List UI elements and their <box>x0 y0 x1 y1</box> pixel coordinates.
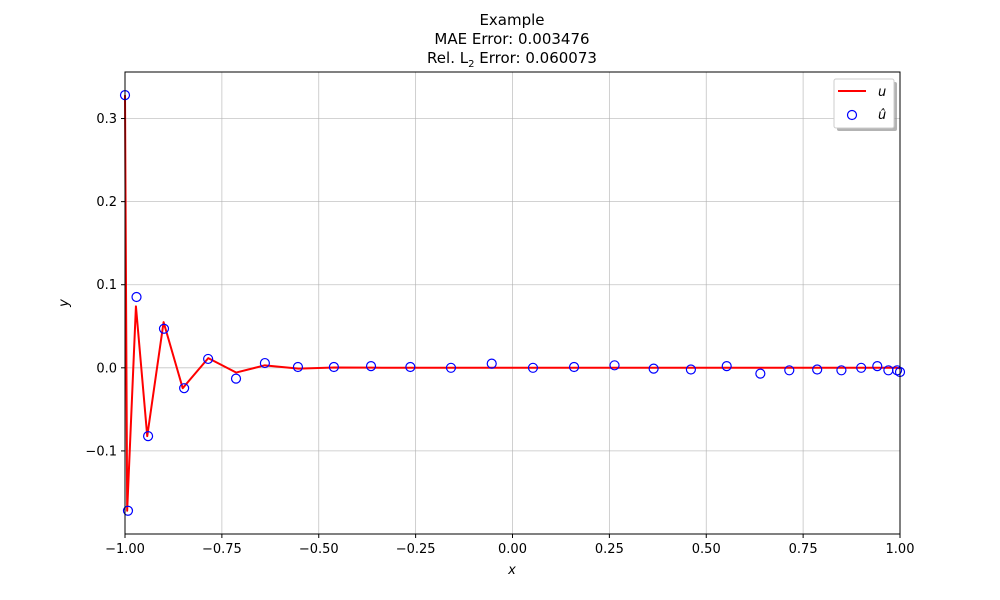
series-u-hat-point <box>142 431 154 442</box>
legend: u û <box>833 78 897 131</box>
series-u-hat-point <box>721 361 732 372</box>
chart-subtitle-rel-l2: Rel. L2 Error: 0.060073 <box>427 49 597 70</box>
y-tick-label: 0.2 <box>96 195 117 210</box>
series-u-hat-point <box>685 364 697 375</box>
series-u-hat-point <box>131 291 142 303</box>
series-u-hat-point <box>812 364 823 375</box>
y-tick-label: 0.1 <box>96 278 117 293</box>
series-u-hat-point <box>259 357 270 369</box>
series-u-hat-point <box>784 365 795 376</box>
rel-l2-prefix: Rel. L <box>427 49 469 67</box>
series-u-hat-point <box>609 360 620 371</box>
x-tick-label: 0.00 <box>498 542 527 557</box>
series-u-hat-point <box>836 365 847 376</box>
x-tick-label: −0.50 <box>299 542 339 557</box>
x-tick-label: 0.50 <box>692 542 721 557</box>
legend-label-u-hat: û <box>878 108 886 123</box>
chart-title: Example <box>479 11 544 29</box>
series-u-hat-point <box>872 361 883 372</box>
series-u-hat-point <box>328 361 339 373</box>
rel-l2-subscript: 2 <box>468 59 474 70</box>
series-u-hat-point <box>203 353 214 365</box>
series-u-hat-point <box>445 362 457 373</box>
series-u-hat-point <box>405 361 416 373</box>
x-tick-label: −0.75 <box>202 542 242 557</box>
y-tick-label: −0.1 <box>85 444 117 459</box>
series-u-hat-point <box>648 363 659 374</box>
plot-data <box>119 89 906 516</box>
series-u-hat-point <box>179 383 190 394</box>
series-u-hat-point <box>891 365 903 376</box>
legend-label-u: u <box>878 85 886 100</box>
rel-l2-value: Error: 0.060073 <box>474 49 596 67</box>
x-tick-label: −0.25 <box>396 542 436 557</box>
series-u-hat-point <box>486 358 497 369</box>
series-u-hat-point <box>856 362 867 373</box>
y-axis-label: y <box>57 299 72 308</box>
x-tick-label: 0.75 <box>789 542 818 557</box>
series-u-hat-point <box>230 373 242 384</box>
series-u-hat-point <box>527 362 539 373</box>
x-tick-label: 0.25 <box>595 542 624 557</box>
x-axis-label: x <box>507 563 516 578</box>
legend-marker-swatch <box>846 109 858 121</box>
series-u-hat-point <box>158 323 170 334</box>
series-u-hat-point <box>568 361 580 373</box>
chart-subtitle-mae: MAE Error: 0.003476 <box>434 30 589 48</box>
series-u-hat-point <box>365 361 377 372</box>
series-u-hat-point <box>122 505 134 516</box>
y-tick-label: 0.0 <box>96 361 117 376</box>
series-u-hat-point <box>755 368 766 379</box>
y-tick-label: 0.3 <box>96 112 117 127</box>
series-u-hat-point <box>292 361 304 373</box>
ticks: −1.00 −0.75 −0.50 −0.25 0.00 0.25 0.50 0.75 1.00… <box>85 112 914 557</box>
x-tick-label: −1.00 <box>105 542 145 557</box>
x-tick-label: 1.00 <box>886 542 915 557</box>
